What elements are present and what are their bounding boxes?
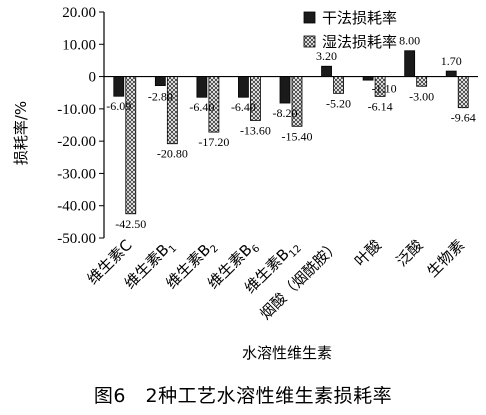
y-tick-label: -20.00 bbox=[57, 134, 96, 150]
bar-dry bbox=[362, 76, 374, 81]
data-label: -2.80 bbox=[148, 90, 173, 104]
y-tick-label: -40.00 bbox=[57, 199, 96, 215]
data-label: -15.40 bbox=[282, 129, 313, 143]
category-label: 泛酸 bbox=[393, 236, 427, 270]
bar-dry bbox=[238, 76, 249, 98]
data-label: -6.40 bbox=[231, 100, 256, 114]
data-label: -9.64 bbox=[451, 111, 476, 125]
figure-caption: 图6 2种工艺水溶性维生素损耗率 bbox=[93, 385, 393, 407]
bar-wet bbox=[291, 76, 303, 127]
category-label: 叶酸 bbox=[351, 236, 385, 270]
bar-dry bbox=[196, 76, 208, 98]
y-tick-label: 0 bbox=[89, 70, 97, 86]
data-label: -17.20 bbox=[198, 135, 229, 149]
bar-wet bbox=[374, 76, 386, 97]
data-label: -42.50 bbox=[115, 217, 146, 231]
bar-wet bbox=[125, 76, 137, 215]
legend-swatch bbox=[303, 11, 316, 24]
y-tick-label: -30.00 bbox=[57, 166, 96, 182]
y-axis-title: 损耗率/% bbox=[12, 101, 30, 165]
bar-dry bbox=[279, 76, 291, 104]
bar-dry bbox=[445, 70, 457, 77]
legend-swatch bbox=[303, 35, 316, 48]
data-label: -6.09 bbox=[106, 99, 131, 113]
y-tick-label: -50.00 bbox=[57, 231, 96, 247]
data-label: -3.00 bbox=[409, 89, 434, 103]
data-label: -6.40 bbox=[189, 100, 214, 114]
bar-dry bbox=[113, 76, 125, 97]
bar-wet bbox=[208, 76, 220, 133]
bar-wet bbox=[457, 76, 469, 109]
category-label: 生物素 bbox=[423, 236, 468, 281]
data-label: 8.00 bbox=[399, 34, 420, 48]
bar-dry bbox=[404, 50, 416, 77]
data-label: -6.14 bbox=[368, 99, 393, 113]
y-tick-label: -10.00 bbox=[57, 102, 96, 118]
bar-wet bbox=[416, 76, 428, 87]
data-label: -5.20 bbox=[326, 96, 351, 110]
data-label: -20.80 bbox=[157, 147, 188, 161]
y-tick-label: 20.00 bbox=[62, 5, 96, 21]
bar-dry bbox=[154, 76, 166, 87]
bar-wet bbox=[166, 76, 178, 145]
data-label: 3.20 bbox=[316, 49, 337, 63]
data-label: -13.60 bbox=[240, 123, 271, 137]
legend-label: 湿法损耗率 bbox=[322, 33, 397, 51]
bar-wet bbox=[250, 76, 261, 121]
data-label: 1.70 bbox=[441, 54, 462, 68]
x-axis-title: 水溶性维生素 bbox=[242, 344, 332, 362]
bar-wet bbox=[333, 76, 344, 94]
data-label: -8.20 bbox=[273, 106, 298, 120]
chart: 20.00 10.00 0 -10.00 -20.00 -30.00 -40.00 -50.0… bbox=[12, 5, 478, 362]
data-label: -1.10 bbox=[372, 82, 397, 96]
legend-label: 干法损耗率 bbox=[322, 9, 397, 27]
bar-dry bbox=[321, 65, 332, 77]
y-tick-label: 10.00 bbox=[62, 37, 96, 53]
